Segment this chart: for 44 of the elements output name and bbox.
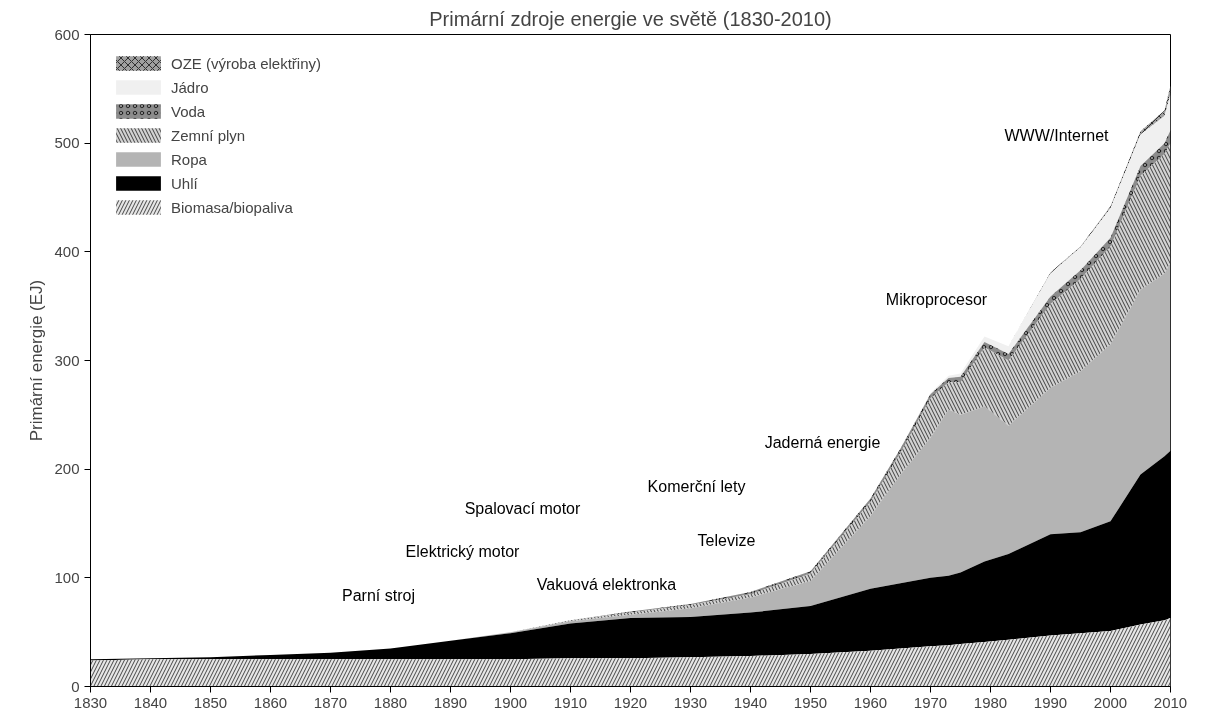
x-tick-label: 1850 (193, 693, 228, 711)
legend-label: Voda (171, 102, 206, 120)
annotation: Vakuová elektronka (536, 575, 677, 593)
x-tick-label: 1920 (613, 693, 648, 711)
x-tick-label: 1950 (793, 693, 828, 711)
legend-label: Jádro (171, 78, 209, 96)
x-tick-label: 1940 (733, 693, 768, 711)
x-tick-label: 1960 (853, 693, 888, 711)
annotation: WWW/Internet (1004, 127, 1110, 145)
y-tick-label: 100 (54, 568, 80, 586)
y-tick-label: 0 (71, 677, 80, 695)
x-tick-label: 1830 (73, 693, 108, 711)
annotation: Televize (697, 532, 756, 550)
y-axis-title: Primární energie (EJ) (27, 279, 47, 442)
annotation: Mikroprocesor (885, 291, 988, 309)
y-tick-label: 600 (54, 25, 80, 43)
legend-label: OZE (výroba elektřiny) (171, 54, 322, 72)
x-tick-label: 1840 (133, 693, 168, 711)
y-tick-label: 400 (54, 242, 80, 260)
x-tick-label: 1980 (973, 693, 1008, 711)
x-tick-label: 1880 (373, 693, 408, 711)
annotation: Spalovací motor (464, 499, 581, 517)
annotation: Komerční lety (647, 478, 746, 496)
x-tick-label: 1870 (313, 693, 348, 711)
x-tick-label: 1910 (553, 693, 588, 711)
y-tick-label: 300 (54, 351, 80, 369)
x-tick-label: 1930 (673, 693, 708, 711)
legend-label: Ropa (171, 150, 207, 168)
annotation: Jaderná energie (764, 433, 881, 451)
x-tick-label: 2000 (1093, 693, 1128, 711)
x-tick-label: 1890 (433, 693, 468, 711)
legend-label: Zemní plyn (171, 126, 246, 144)
x-tick-label: 1990 (1033, 693, 1068, 711)
annotation: Parní stroj (342, 586, 415, 604)
y-tick-label: 200 (54, 460, 80, 478)
x-tick-label: 1860 (253, 693, 288, 711)
x-tick-label: 1970 (913, 693, 948, 711)
x-tick-label: 2010 (1153, 693, 1188, 711)
x-tick-label: 1900 (493, 693, 528, 711)
y-tick-label: 500 (54, 134, 80, 152)
annotation: Elektrický motor (405, 543, 521, 561)
legend-label: Biomasa/biopaliva (171, 198, 293, 216)
legend-label: Uhlí (171, 174, 198, 192)
chart-title: Primární zdroje energie ve světě (1830-2010) (429, 7, 832, 30)
